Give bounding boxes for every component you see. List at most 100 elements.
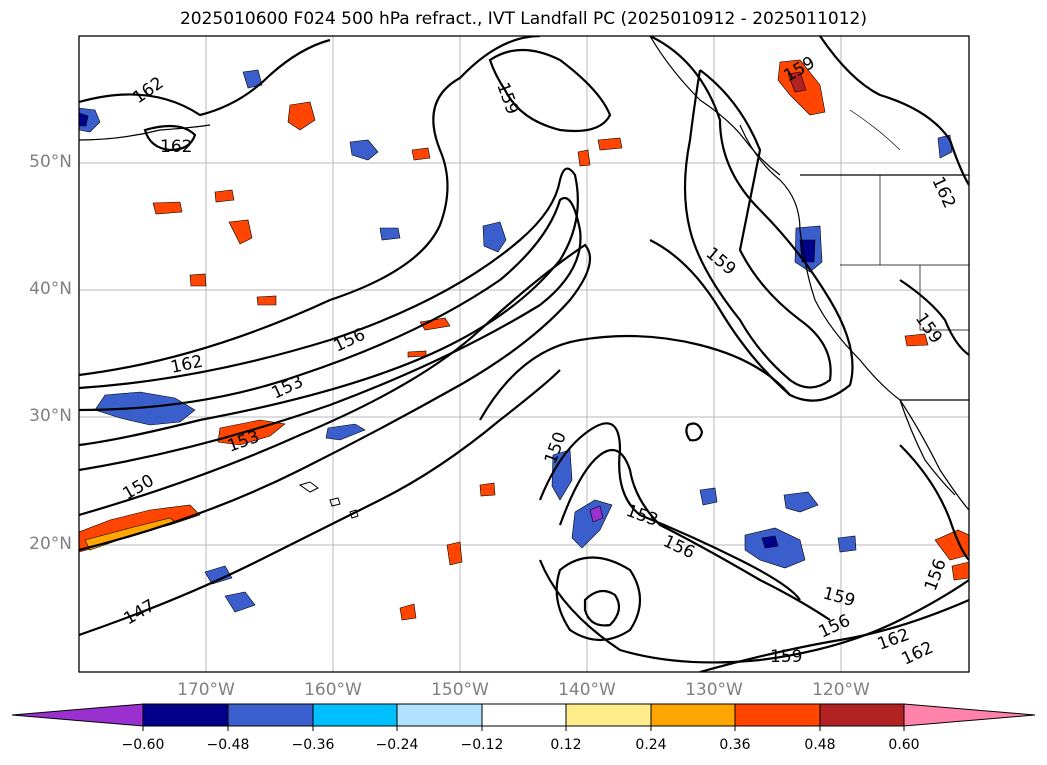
patch-blue <box>224 591 256 613</box>
patch-blue <box>79 112 89 127</box>
colorbar-label: 0.36 <box>719 737 751 753</box>
lon-label-130w: 130°W <box>685 680 743 700</box>
lat-label-50n: 50°N <box>29 152 72 172</box>
colorbar-label: −0.12 <box>460 737 504 753</box>
coast-baja <box>899 399 956 496</box>
colorbar-label: 0.48 <box>804 737 836 753</box>
colorbar-segment <box>565 703 652 727</box>
patch-orange <box>419 317 451 331</box>
patch-orange <box>214 189 235 203</box>
contour-159-coast <box>683 69 832 389</box>
patch-orange <box>256 295 277 306</box>
patch-orange <box>399 603 417 621</box>
patch-orange <box>904 333 929 347</box>
colorbar-extend-left <box>11 703 144 727</box>
colorbar-label: −0.36 <box>291 737 335 753</box>
contour-147-band <box>79 369 561 637</box>
coastlines <box>79 36 969 519</box>
patch-blue <box>783 491 819 513</box>
contour-159-east <box>899 279 969 356</box>
contour-closed-loop <box>685 422 704 442</box>
coast-alaska-peninsula <box>79 124 211 141</box>
lon-label-140w: 140°W <box>558 680 616 700</box>
lon-label-150w: 150°W <box>431 680 489 700</box>
lat-label-30n: 30°N <box>29 406 72 426</box>
patch-blue <box>204 565 233 585</box>
colorbar-segment <box>312 703 398 727</box>
contour-label: 159 <box>770 647 802 667</box>
contour-162-nw-left <box>143 124 197 152</box>
coast-bc <box>739 124 801 231</box>
patch-blue <box>744 527 806 569</box>
patch-blue <box>482 221 507 253</box>
gridlines <box>79 36 969 672</box>
contour-lowcenter <box>583 589 621 627</box>
shaded-patches <box>79 59 969 621</box>
colorbar <box>11 703 1036 731</box>
map-background <box>79 36 969 672</box>
patch-blue <box>379 227 401 241</box>
colorbar-label: −0.24 <box>375 737 419 753</box>
patch-orange <box>951 561 969 581</box>
patch-blue <box>325 423 366 441</box>
contour-label: 162 <box>160 137 192 157</box>
patch-blue <box>571 499 613 549</box>
lon-label-170w: 170°W <box>177 680 235 700</box>
patch-orange <box>479 482 496 497</box>
patch-orange <box>189 273 207 287</box>
colorbar-extend-right <box>903 703 1036 727</box>
lat-label-40n: 40°N <box>29 279 72 299</box>
patch-orange <box>446 541 463 566</box>
patch-orange <box>228 219 253 245</box>
contour-lines <box>79 36 969 672</box>
contour-156-ridge <box>649 36 854 402</box>
contour-162-east <box>819 36 969 186</box>
contour-156-band <box>79 167 579 447</box>
patch-blue <box>242 69 263 89</box>
contour-159-south <box>538 559 969 664</box>
contour-low-ring <box>555 556 641 641</box>
colorbar-segment <box>734 703 821 727</box>
contour-156-trough <box>558 448 831 621</box>
patch-blue <box>349 139 379 161</box>
colorbar-ticks <box>142 726 905 731</box>
map-frame <box>78 35 970 673</box>
contour-150-trough <box>479 334 791 421</box>
lon-label-160w: 160°W <box>304 680 362 700</box>
map-content <box>79 36 969 672</box>
coast-westcoast <box>799 229 969 511</box>
patch-blue <box>837 535 857 553</box>
contour-156-east <box>899 444 969 561</box>
colorbar-segment <box>227 703 314 727</box>
lat-label-20n: 20°N <box>29 534 72 554</box>
patch-blue <box>699 487 718 506</box>
patch-orange <box>597 137 623 151</box>
patch-orange <box>407 350 427 358</box>
colorbar-label: 0.24 <box>635 737 667 753</box>
colorbar-segment <box>481 703 567 727</box>
patch-blue <box>589 505 604 523</box>
colorbar-label: 0.12 <box>550 737 582 753</box>
contour-153-trough <box>538 422 801 601</box>
patch-orange <box>577 149 591 167</box>
colorbar-segment <box>819 703 905 727</box>
patch-blue <box>94 391 196 426</box>
colorbar-segment <box>396 703 483 727</box>
patch-orange <box>411 147 431 161</box>
contour-162-west <box>79 36 541 377</box>
map-title: 2025010600 F024 500 hPa refract., IVT La… <box>179 9 867 29</box>
colorbar-segment <box>650 703 736 727</box>
contour-150-band <box>79 243 592 552</box>
contour-162-south <box>699 598 969 672</box>
colorbar-label: −0.48 <box>206 737 250 753</box>
hawaii-islands <box>298 481 359 519</box>
patch-orange <box>287 101 316 131</box>
patch-orange <box>152 201 183 215</box>
coast-alaska-panhandle <box>649 36 781 176</box>
state-borders <box>840 109 969 331</box>
colorbar-label: 0.60 <box>888 737 920 753</box>
colorbar-segment <box>142 703 229 727</box>
colorbar-label: −0.60 <box>121 737 165 753</box>
contour-162-north <box>79 38 331 117</box>
